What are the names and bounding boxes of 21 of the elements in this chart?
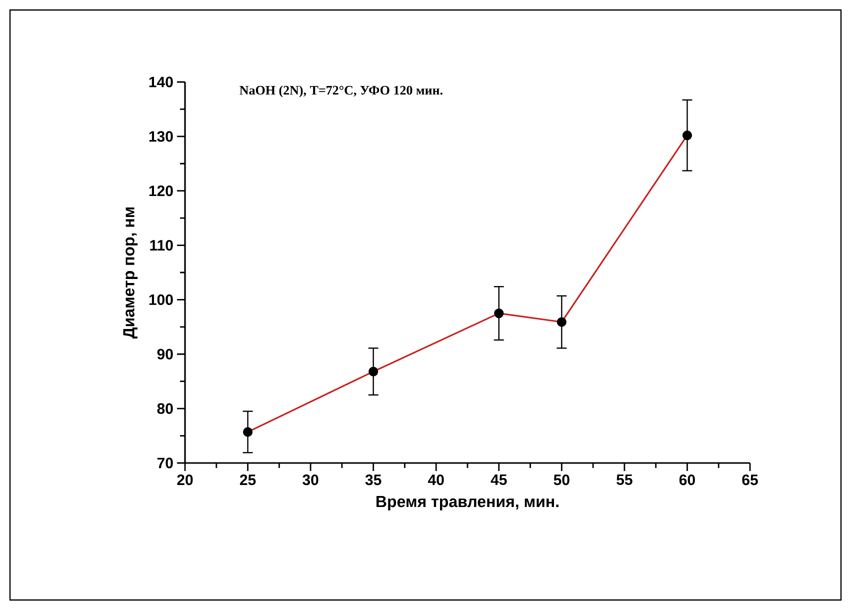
x-axis-title: Время травления, мин. xyxy=(376,496,558,510)
x-tick-label: 40 xyxy=(428,474,444,486)
annotation: NaOH (2N), T=72°C, УФО 120 мин. xyxy=(240,86,442,98)
y-tick-label: 140 xyxy=(149,76,173,88)
y-tick-label: 100 xyxy=(149,294,173,306)
x-tick-label: 65 xyxy=(742,474,758,486)
x-tick-label: 25 xyxy=(240,474,256,486)
x-tick-label: 60 xyxy=(679,474,695,486)
y-tick-label: 80 xyxy=(157,403,173,414)
x-tick-label: 35 xyxy=(365,474,382,486)
x-tick-label: 50 xyxy=(554,474,570,486)
y-tick-label: 120 xyxy=(149,186,173,196)
x-tick-label: 55 xyxy=(616,474,632,485)
y-tick-label: 130 xyxy=(149,131,173,142)
y-tick-label: 90 xyxy=(157,348,173,360)
x-tick-label: 30 xyxy=(302,474,318,486)
y-tick-label: 110 xyxy=(150,240,173,251)
y-axis-title: Диаметр пор, нм xyxy=(123,207,138,339)
y-tick-label: 70 xyxy=(157,458,173,468)
x-tick-label: 20 xyxy=(177,474,193,486)
x-tick-label: 45 xyxy=(490,474,507,485)
